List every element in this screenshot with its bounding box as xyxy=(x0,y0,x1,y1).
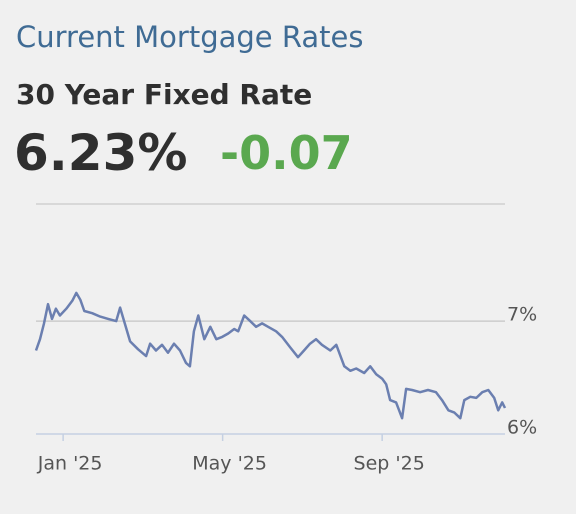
x-tick-label: Sep '25 xyxy=(354,453,425,475)
rate-change: -0.07 xyxy=(220,126,353,180)
y-tick-label: 6% xyxy=(507,417,537,439)
x-tick-label: May '25 xyxy=(192,453,267,475)
x-tick-label: Jan '25 xyxy=(37,453,103,475)
current-rate: 6.23% xyxy=(14,124,188,182)
y-tick-label: 7% xyxy=(507,304,537,326)
rate-line xyxy=(34,291,507,420)
rate-type: 30 Year Fixed Rate xyxy=(16,78,313,111)
widget-title: Current Mortgage Rates xyxy=(16,20,364,54)
